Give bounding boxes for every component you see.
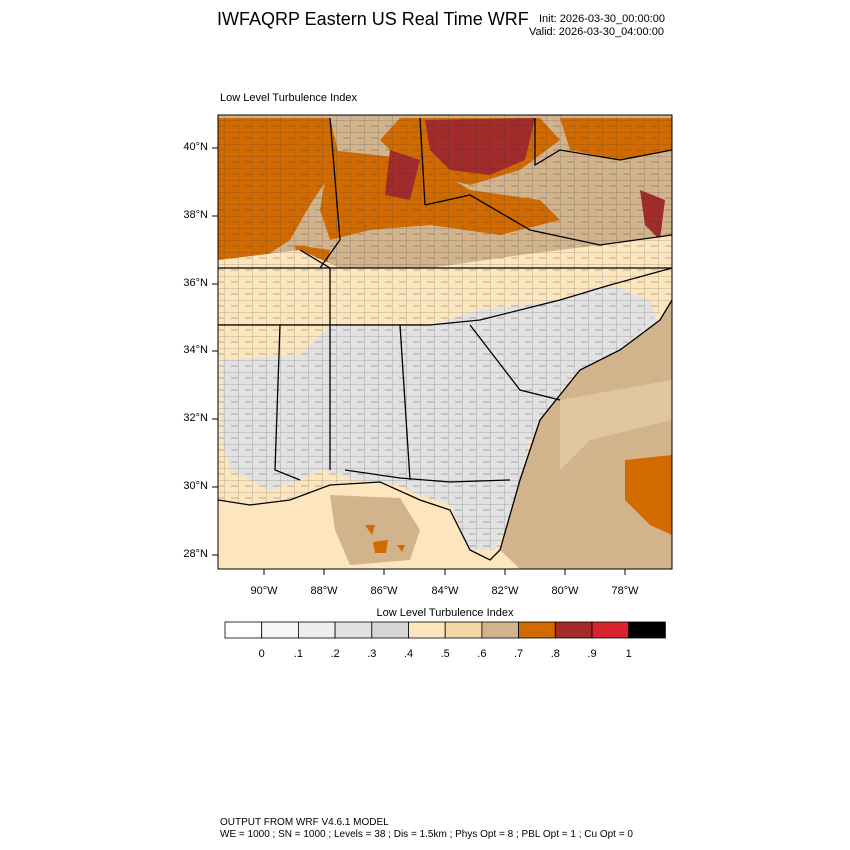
lon-label-88w: 88°W <box>304 585 344 597</box>
lon-label-78w: 78°W <box>605 585 645 597</box>
model-info: OUTPUT FROM WRF V4.6.1 MODEL <box>220 817 389 828</box>
lat-label-40n: 40°N <box>168 141 208 153</box>
colorbar-label-1: .1 <box>283 648 313 660</box>
colorbar-label-8: .8 <box>540 648 570 660</box>
colorbar-label-7: .7 <box>504 648 534 660</box>
lon-label-90w: 90°W <box>244 585 284 597</box>
lat-label-34n: 34°N <box>168 344 208 356</box>
lat-ticks <box>212 148 218 555</box>
lon-label-84w: 84°W <box>425 585 465 597</box>
colorbar-title: Low Level Turbulence Index <box>300 607 590 619</box>
lon-label-80w: 80°W <box>545 585 585 597</box>
colorbar-label-6: .6 <box>467 648 497 660</box>
lon-label-82w: 82°W <box>485 585 525 597</box>
colorbar-label-10: 1 <box>614 648 644 660</box>
colorbar-label-9: .9 <box>577 648 607 660</box>
lat-label-30n: 30°N <box>168 480 208 492</box>
lon-label-86w: 86°W <box>364 585 404 597</box>
colorbar-label-4: .4 <box>394 648 424 660</box>
lat-label-28n: 28°N <box>168 548 208 560</box>
colorbar-label-0: 0 <box>247 648 277 660</box>
colorbar-label-5: .5 <box>430 648 460 660</box>
lon-ticks <box>264 569 625 575</box>
lat-label-36n: 36°N <box>168 277 208 289</box>
lat-label-38n: 38°N <box>168 209 208 221</box>
colorbar-label-3: .3 <box>357 648 387 660</box>
model-config: WE = 1000 ; SN = 1000 ; Levels = 38 ; Di… <box>220 829 633 840</box>
colorbar-label-2: .2 <box>320 648 350 660</box>
gulf-orange-spot2 <box>373 540 388 553</box>
lat-label-32n: 32°N <box>168 412 208 424</box>
